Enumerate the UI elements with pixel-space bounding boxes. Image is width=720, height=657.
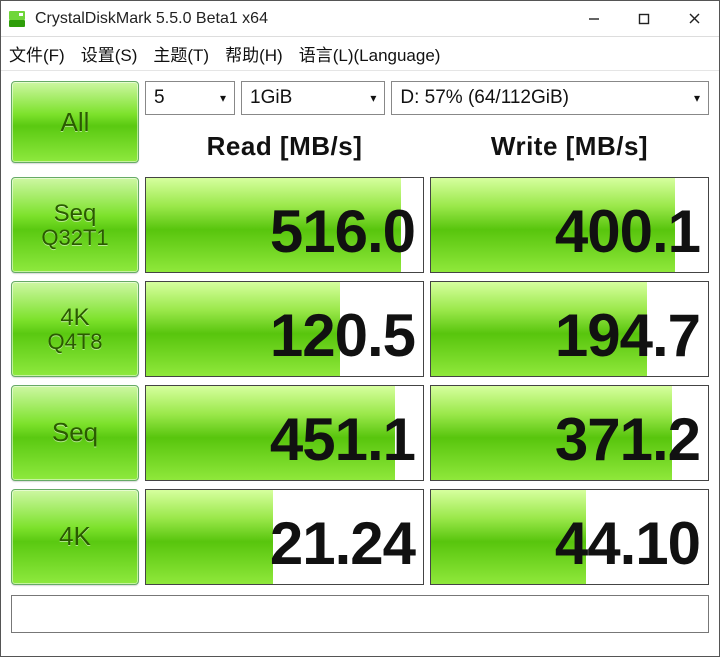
- drive-select[interactable]: D: 57% (64/112GiB) ▾: [391, 81, 709, 115]
- run-4k-button[interactable]: 4K: [11, 489, 139, 585]
- maximize-icon: [638, 13, 650, 25]
- test-count-value: 5: [154, 87, 165, 109]
- run-4k-q4t8-button[interactable]: 4K Q4T8: [11, 281, 139, 377]
- write-value-cell: 44.10: [430, 489, 709, 585]
- menu-help[interactable]: 帮助(H): [225, 41, 283, 66]
- read-value-cell: 21.24: [145, 489, 424, 585]
- minimize-button[interactable]: [569, 1, 619, 37]
- write-value: 371.2: [555, 410, 700, 480]
- read-value-cell: 120.5: [145, 281, 424, 377]
- test-count-select[interactable]: 5 ▾: [145, 81, 235, 115]
- row-label-1: Seq: [52, 419, 98, 446]
- run-all-button[interactable]: All: [11, 81, 139, 163]
- column-header-read: Read [MB/s]: [145, 131, 424, 162]
- result-row: 4K Q4T8 120.5 194.7: [11, 281, 709, 377]
- content-area: All 5 ▾ 1GiB ▾ D: 57% (64/112GiB) ▾ Read…: [1, 71, 719, 656]
- menubar: 文件(F) 设置(S) 主题(T) 帮助(H) 语言(L)(Language): [1, 37, 719, 71]
- read-value: 21.24: [270, 514, 415, 584]
- result-row: Seq 451.1 371.2: [11, 385, 709, 481]
- result-row: Seq Q32T1 516.0 400.1: [11, 177, 709, 273]
- app-window: CrystalDiskMark 5.5.0 Beta1 x64 文件(F) 设置…: [0, 0, 720, 657]
- row-label-2: Q32T1: [41, 226, 108, 249]
- read-value-cell: 451.1: [145, 385, 424, 481]
- close-icon: [688, 12, 701, 25]
- menu-language[interactable]: 语言(L)(Language): [299, 41, 441, 66]
- status-bar: [11, 595, 709, 633]
- titlebar[interactable]: CrystalDiskMark 5.5.0 Beta1 x64: [1, 1, 719, 37]
- write-value: 400.1: [555, 202, 700, 272]
- close-button[interactable]: [669, 1, 719, 37]
- chevron-down-icon: ▾: [220, 91, 226, 105]
- run-seq-button[interactable]: Seq: [11, 385, 139, 481]
- row-label-1: 4K: [59, 523, 91, 550]
- run-seq-q32t1-button[interactable]: Seq Q32T1: [11, 177, 139, 273]
- read-value: 451.1: [270, 410, 415, 480]
- read-value-cell: 516.0: [145, 177, 424, 273]
- write-value-cell: 371.2: [430, 385, 709, 481]
- window-title: CrystalDiskMark 5.5.0 Beta1 x64: [35, 10, 268, 28]
- row-label-2: Q4T8: [47, 330, 102, 353]
- maximize-button[interactable]: [619, 1, 669, 37]
- drive-value: D: 57% (64/112GiB): [400, 87, 569, 109]
- read-bar: [146, 490, 273, 584]
- test-size-select[interactable]: 1GiB ▾: [241, 81, 385, 115]
- read-value: 516.0: [270, 202, 415, 272]
- write-value: 44.10: [555, 514, 700, 584]
- minimize-icon: [588, 13, 600, 25]
- column-header-write: Write [MB/s]: [430, 131, 709, 162]
- write-value: 194.7: [555, 306, 700, 376]
- row-label-1: Seq: [54, 201, 97, 226]
- row-label-1: 4K: [60, 305, 89, 330]
- result-row: 4K 21.24 44.10: [11, 489, 709, 585]
- app-icon: [7, 9, 27, 29]
- read-value: 120.5: [270, 306, 415, 376]
- menu-theme[interactable]: 主题(T): [153, 41, 209, 66]
- write-value-cell: 400.1: [430, 177, 709, 273]
- test-size-value: 1GiB: [250, 87, 292, 109]
- chevron-down-icon: ▾: [370, 91, 376, 105]
- top-grid: All 5 ▾ 1GiB ▾ D: 57% (64/112GiB) ▾ Read…: [11, 81, 709, 169]
- controls-row: 5 ▾ 1GiB ▾ D: 57% (64/112GiB) ▾: [145, 81, 709, 117]
- menu-settings[interactable]: 设置(S): [81, 41, 138, 66]
- write-value-cell: 194.7: [430, 281, 709, 377]
- chevron-down-icon: ▾: [694, 91, 700, 105]
- run-all-label: All: [61, 107, 90, 138]
- menu-file[interactable]: 文件(F): [9, 41, 65, 66]
